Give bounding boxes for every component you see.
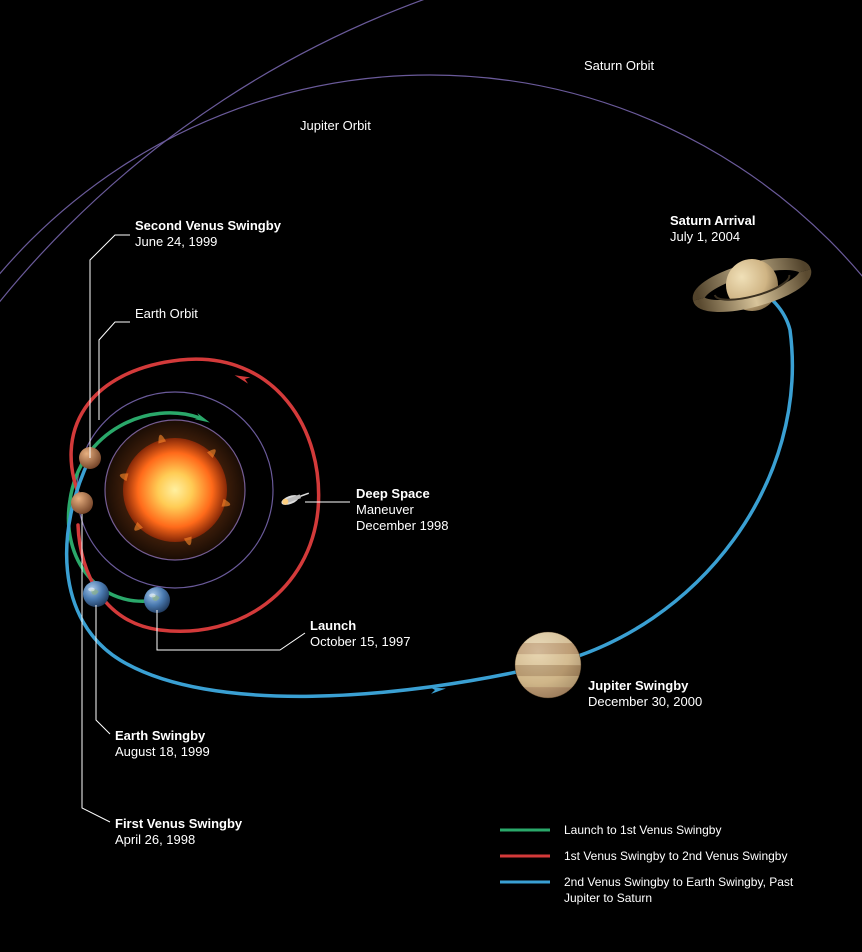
saturn-arrival-line0: Saturn Arrival	[670, 213, 756, 228]
second-venus-swingby-line0: Second Venus Swingby	[135, 218, 282, 233]
trajectory-diagram: Second Venus SwingbyJune 24, 1999 Earth O…	[0, 0, 862, 952]
jupiter	[515, 632, 581, 699]
earth-swingby-leader	[96, 605, 110, 734]
venus1	[71, 492, 93, 514]
legend-label-1: 1st Venus Swingby to 2nd Venus Swingby	[564, 849, 787, 863]
first-venus-swingby-line0: First Venus Swingby	[115, 816, 243, 831]
arrow-head	[430, 687, 446, 694]
legend-label-2: 2nd Venus Swingby to Earth Swingby, Past	[564, 875, 794, 889]
legend: Launch to 1st Venus Swingby 1st Venus Swi…	[500, 823, 794, 905]
spacecraft-icon	[280, 489, 310, 506]
first-venus-swingby-line1: April 26, 1998	[115, 832, 195, 847]
saturn-arrival-line1: July 1, 2004	[670, 229, 740, 244]
second-venus-swingby-line1: June 24, 1999	[135, 234, 217, 249]
orbit-labels: Saturn Orbit Jupiter Orbit	[300, 58, 654, 133]
jupiter-swingby-line0: Jupiter Swingby	[588, 678, 689, 693]
saturn-orbit-label: Saturn Orbit	[584, 58, 654, 73]
launch-line1: October 15, 1997	[310, 634, 410, 649]
earth-launch-cloud	[149, 594, 156, 598]
jupiter-orbit-label: Jupiter Orbit	[300, 118, 371, 133]
deep-space-maneuver-line1: Maneuver	[356, 502, 414, 517]
arrow-head	[235, 375, 251, 383]
earth-orbit-callout-line0: Earth Orbit	[135, 306, 198, 321]
earth-swingby-line0: Earth Swingby	[115, 728, 206, 743]
deep-space-maneuver-line2: December 1998	[356, 518, 449, 533]
earth-swingby-line1: August 18, 1999	[115, 744, 210, 759]
earth-swingby-cloud	[88, 588, 95, 592]
sun	[105, 420, 245, 560]
launch-line0: Launch	[310, 618, 356, 633]
saturn	[692, 246, 812, 325]
legend-label-2-b: Jupiter to Saturn	[564, 891, 652, 905]
jupiter-swingby-line1: December 30, 2000	[588, 694, 702, 709]
legend-label-0: Launch to 1st Venus Swingby	[564, 823, 721, 837]
deep-space-maneuver-line0: Deep Space	[356, 486, 430, 501]
